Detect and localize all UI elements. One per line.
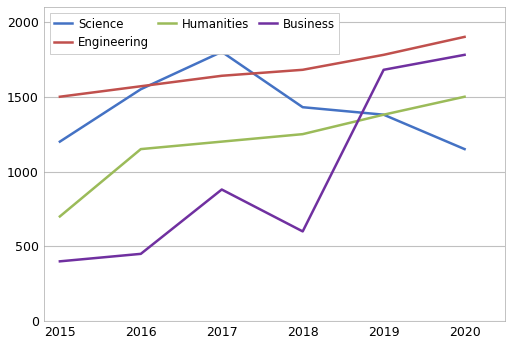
Legend: Science, Engineering, Humanities, Business: Science, Engineering, Humanities, Busine… [50, 13, 339, 54]
Engineering [219, 74, 225, 78]
Science [138, 87, 144, 91]
Engineering [380, 53, 387, 57]
Line: Humanities: Humanities [60, 97, 464, 217]
Line: Science: Science [60, 52, 464, 149]
Engineering [57, 95, 63, 99]
Line: Engineering: Engineering [60, 37, 464, 97]
Business [380, 68, 387, 72]
Business [57, 259, 63, 263]
Humanities [57, 215, 63, 219]
Science [461, 147, 467, 151]
Business [461, 53, 467, 57]
Humanities [219, 139, 225, 144]
Science [380, 112, 387, 117]
Engineering [138, 84, 144, 88]
Humanities [380, 112, 387, 117]
Engineering [300, 68, 306, 72]
Business [300, 229, 306, 234]
Humanities [300, 132, 306, 136]
Business [219, 188, 225, 192]
Line: Business: Business [60, 55, 464, 261]
Engineering [461, 35, 467, 39]
Science [57, 139, 63, 144]
Humanities [138, 147, 144, 151]
Science [219, 50, 225, 54]
Business [138, 252, 144, 256]
Science [300, 105, 306, 109]
Humanities [461, 95, 467, 99]
